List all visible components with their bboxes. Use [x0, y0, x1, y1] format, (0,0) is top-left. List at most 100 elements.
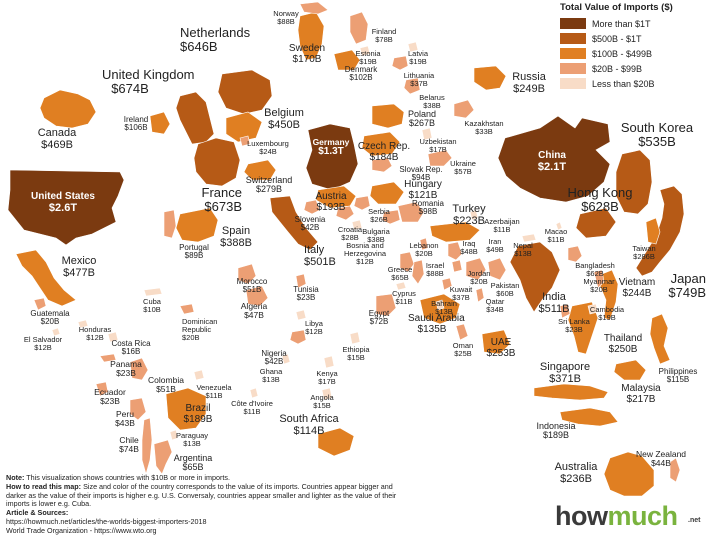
- ireland-shape: [149, 111, 171, 135]
- legend-label: Less than $20B: [592, 78, 655, 89]
- belgium-shape: [225, 111, 263, 143]
- pakistan-shape: [487, 257, 507, 281]
- legend-label: More than $1T: [592, 18, 651, 29]
- country-value: $135B: [417, 323, 447, 335]
- israel-shape: [411, 259, 425, 285]
- country-label-colombia: Colombia $51B: [142, 376, 190, 394]
- country-label-china: China $2.1T: [528, 150, 576, 173]
- country-label-myanmar: Myanmar $20B: [578, 278, 620, 294]
- country-name: Morocco: [236, 277, 268, 286]
- country-value: $11B: [205, 390, 223, 400]
- source-link-article[interactable]: https://howmuch.net/articles/the-worlds-…: [6, 516, 207, 526]
- country-label-ethiopia: Ethiopia $15B: [334, 346, 378, 362]
- country-value: $38B: [367, 234, 385, 244]
- country-value: $189B: [183, 413, 213, 425]
- country-label-chile: Chile $74B: [112, 436, 146, 454]
- indonesia-shape: [559, 407, 619, 427]
- country-label-cambodia: Cambodia $19B: [586, 306, 628, 322]
- venezuela-shape: [193, 369, 205, 381]
- brazil-shape: [165, 387, 207, 431]
- norway-shape: [299, 1, 329, 15]
- country-name: United States: [31, 191, 95, 202]
- cote-divoire-shape: [249, 387, 259, 399]
- country-value: $189B: [542, 430, 570, 441]
- uae-shape: [481, 329, 511, 355]
- ukraine-shape: [427, 149, 453, 167]
- country-name: Lithuania: [403, 71, 435, 80]
- paraguay-shape: [169, 429, 179, 441]
- country-label-sweden: Sweden $170B: [284, 43, 330, 65]
- russia-shape: [473, 65, 507, 91]
- country-name: Pakistan: [490, 281, 520, 290]
- country-label-saudi-arabia: Saudi Arabia $135B: [408, 313, 465, 335]
- country-value: $674B: [111, 80, 149, 96]
- country-value: $24B: [259, 146, 277, 156]
- country-name: Brazil: [185, 403, 211, 414]
- country-value: $193B: [316, 201, 346, 213]
- country-label-argentina: Argentina $65B: [168, 453, 218, 473]
- country-label-honduras: Honduras $12B: [74, 326, 116, 342]
- luxembourg-shape: [239, 135, 251, 147]
- country-name: Canada: [37, 127, 77, 139]
- country-label-kuwait: Kuwait $37B: [444, 286, 478, 302]
- country-value: $646B: [180, 38, 218, 54]
- legend: Total Value of Imports ($) More than $1T…: [560, 2, 710, 91]
- country-value: $48B: [460, 246, 478, 256]
- country-label-czech-rep: Czech Rep. $184B: [356, 141, 412, 163]
- legend-item: $500B - $1T: [560, 31, 710, 46]
- kuwait-shape: [441, 277, 453, 291]
- howmuch-logo[interactable]: howmuch: [555, 503, 678, 530]
- country-value: $26B: [370, 214, 388, 224]
- singapore-shape: [533, 383, 609, 401]
- country-name: Denmark: [344, 65, 378, 74]
- country-name: Kenya: [316, 369, 338, 378]
- country-name: Venezuela: [196, 383, 232, 392]
- country-label-united-states: United States $2.6T: [18, 191, 108, 214]
- country-value: $49B: [486, 244, 504, 254]
- country-label-libya: Libya $12B: [298, 320, 330, 336]
- country-value: $1.3T: [318, 145, 344, 157]
- tunisia-shape: [295, 273, 307, 289]
- country-label-taiwan: Taiwan $286B: [624, 245, 664, 261]
- country-label-hong-kong: Hong Kong $628B: [560, 186, 640, 213]
- country-name: Germany: [312, 137, 350, 147]
- logo-text-much: much: [607, 501, 679, 531]
- country-name: Bulgaria: [362, 227, 390, 236]
- country-value: $11B: [493, 224, 511, 234]
- country-name: Thailand: [603, 333, 643, 344]
- country-name: Nigeria: [261, 349, 287, 358]
- country-name: Slovak Rep.: [399, 165, 443, 174]
- nigeria-shape: [289, 329, 307, 345]
- oman-shape: [455, 323, 469, 341]
- country-value: $170B: [292, 53, 322, 65]
- country-name: Saudi Arabia: [408, 313, 465, 324]
- country-value: $223B: [453, 214, 485, 227]
- logo-text-how: how: [555, 501, 608, 531]
- country-name: Finland: [371, 27, 397, 36]
- country-label-morocco: Morocco $51B: [230, 277, 274, 295]
- country-name: Russia: [512, 71, 546, 83]
- country-name: South Africa: [279, 413, 339, 425]
- hong-kong-shape: [575, 207, 617, 239]
- country-value: $10B: [143, 304, 161, 314]
- country-value: $2.1T: [537, 160, 567, 173]
- country-value: $23B: [296, 293, 316, 303]
- iran-shape: [465, 257, 487, 281]
- country-name: Switzerland: [245, 175, 293, 185]
- country-label-bosnia-and-herzegovina: Bosnia and Herzegovina $12B: [338, 242, 392, 266]
- country-value: $51B: [156, 383, 176, 394]
- country-value: $16B: [121, 347, 141, 357]
- bahrain-shape: [435, 299, 445, 311]
- country-label-jordan: Jordan $20B: [462, 270, 496, 286]
- kazakhstan-shape: [453, 99, 475, 119]
- angola-shape: [321, 387, 333, 401]
- country-name: Turkey: [452, 203, 486, 215]
- country-label-greece: Greece $65B: [380, 266, 420, 282]
- country-label-ukraine: Ukraine $57B: [440, 160, 486, 176]
- country-label-croatia: Croatia $28B: [332, 226, 368, 242]
- country-name: Bahrain: [431, 299, 457, 308]
- source-link-wto[interactable]: World Trade Organization - https://www.w…: [6, 525, 157, 535]
- country-name: India: [542, 291, 566, 303]
- taiwan-shape: [645, 217, 661, 245]
- legend-item: More than $1T: [560, 16, 710, 31]
